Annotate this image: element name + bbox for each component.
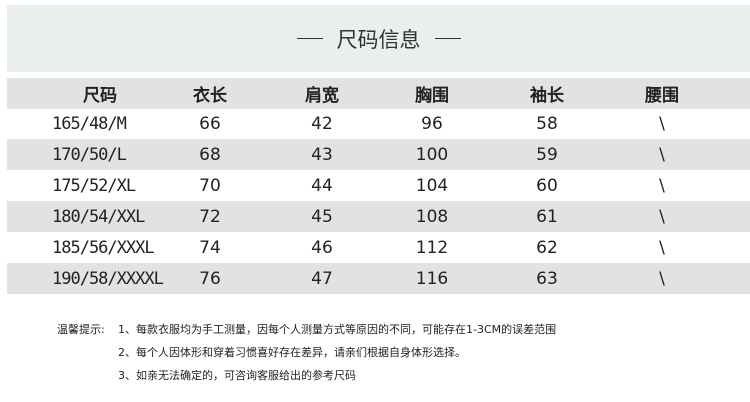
header-length: 衣长 [193,86,227,106]
table-row: 180/54/XXL 72 45 108 61 \ [7,201,750,232]
waist-cell: \ [659,268,665,289]
waist-cell: \ [659,237,665,258]
note-item: 3、如亲无法确定的，可咨询客服给出的参考尺码 [118,369,356,382]
sleeve-cell: 58 [536,113,558,134]
sleeve-cell: 63 [536,268,558,289]
waist-cell: \ [659,144,665,165]
sleeve-cell: 60 [536,175,558,196]
chest-cell: 100 [415,144,449,165]
length-cell: 76 [199,268,221,289]
size-cell: 170/50/L [52,144,127,165]
note-item: 2、每个人因体形和穿着习惯喜好存在差异，请亲们根据自身体形选择。 [118,346,466,359]
table-row: 190/58/XXXXL 76 47 116 63 \ [7,263,750,294]
table-row: 175/52/XL 70 44 104 60 \ [7,170,750,201]
header-waist: 腰围 [645,86,679,106]
chest-cell: 112 [415,237,449,258]
shoulder-cell: 42 [311,113,333,134]
note-item: 1、每款衣服均为手工测量，因每个人测量方式等原因的不同，可能存在1-3CM的误差… [118,323,557,336]
length-cell: 68 [199,144,221,165]
title-dash-left [296,38,323,39]
waist-cell: \ [659,175,665,196]
length-cell: 70 [199,175,221,196]
chest-cell: 116 [415,268,449,289]
table-row: 165/48/M 66 42 96 58 \ [7,108,750,139]
length-cell: 74 [199,237,221,258]
chest-cell: 104 [415,175,449,196]
title-dash-right [434,38,461,39]
chest-cell: 96 [421,113,443,134]
table-row: 185/56/XXXL 74 46 112 62 \ [7,232,750,263]
header-shoulder: 肩宽 [305,86,339,106]
header-sleeve: 袖长 [530,86,564,106]
size-cell: 175/52/XL [52,175,136,196]
length-cell: 72 [199,206,221,227]
shoulder-cell: 45 [311,206,333,227]
shoulder-cell: 43 [311,144,333,165]
size-cell: 180/54/XXL [52,206,145,227]
chest-cell: 108 [415,206,449,227]
waist-cell: \ [659,206,665,227]
table-header: 尺码 衣长 肩宽 胸围 袖长 腰围 [7,78,750,109]
header-chest: 胸围 [415,86,449,106]
sleeve-cell: 61 [536,206,558,227]
size-cell: 165/48/M [52,113,127,134]
size-cell: 190/58/XXXXL [52,268,164,289]
table-row: 170/50/L 68 43 100 59 \ [7,139,750,170]
notes-label: 温馨提示: [57,323,105,336]
shoulder-cell: 46 [311,237,333,258]
shoulder-cell: 44 [311,175,333,196]
length-cell: 66 [199,113,221,134]
sleeve-cell: 62 [536,237,558,258]
page-title: 尺码信息 [336,27,421,52]
header-size: 尺码 [83,86,117,106]
title-band: 尺码信息 [7,5,750,72]
waist-cell: \ [659,113,665,134]
sleeve-cell: 59 [536,144,558,165]
shoulder-cell: 47 [311,268,333,289]
size-cell: 185/56/XXXL [52,237,155,258]
